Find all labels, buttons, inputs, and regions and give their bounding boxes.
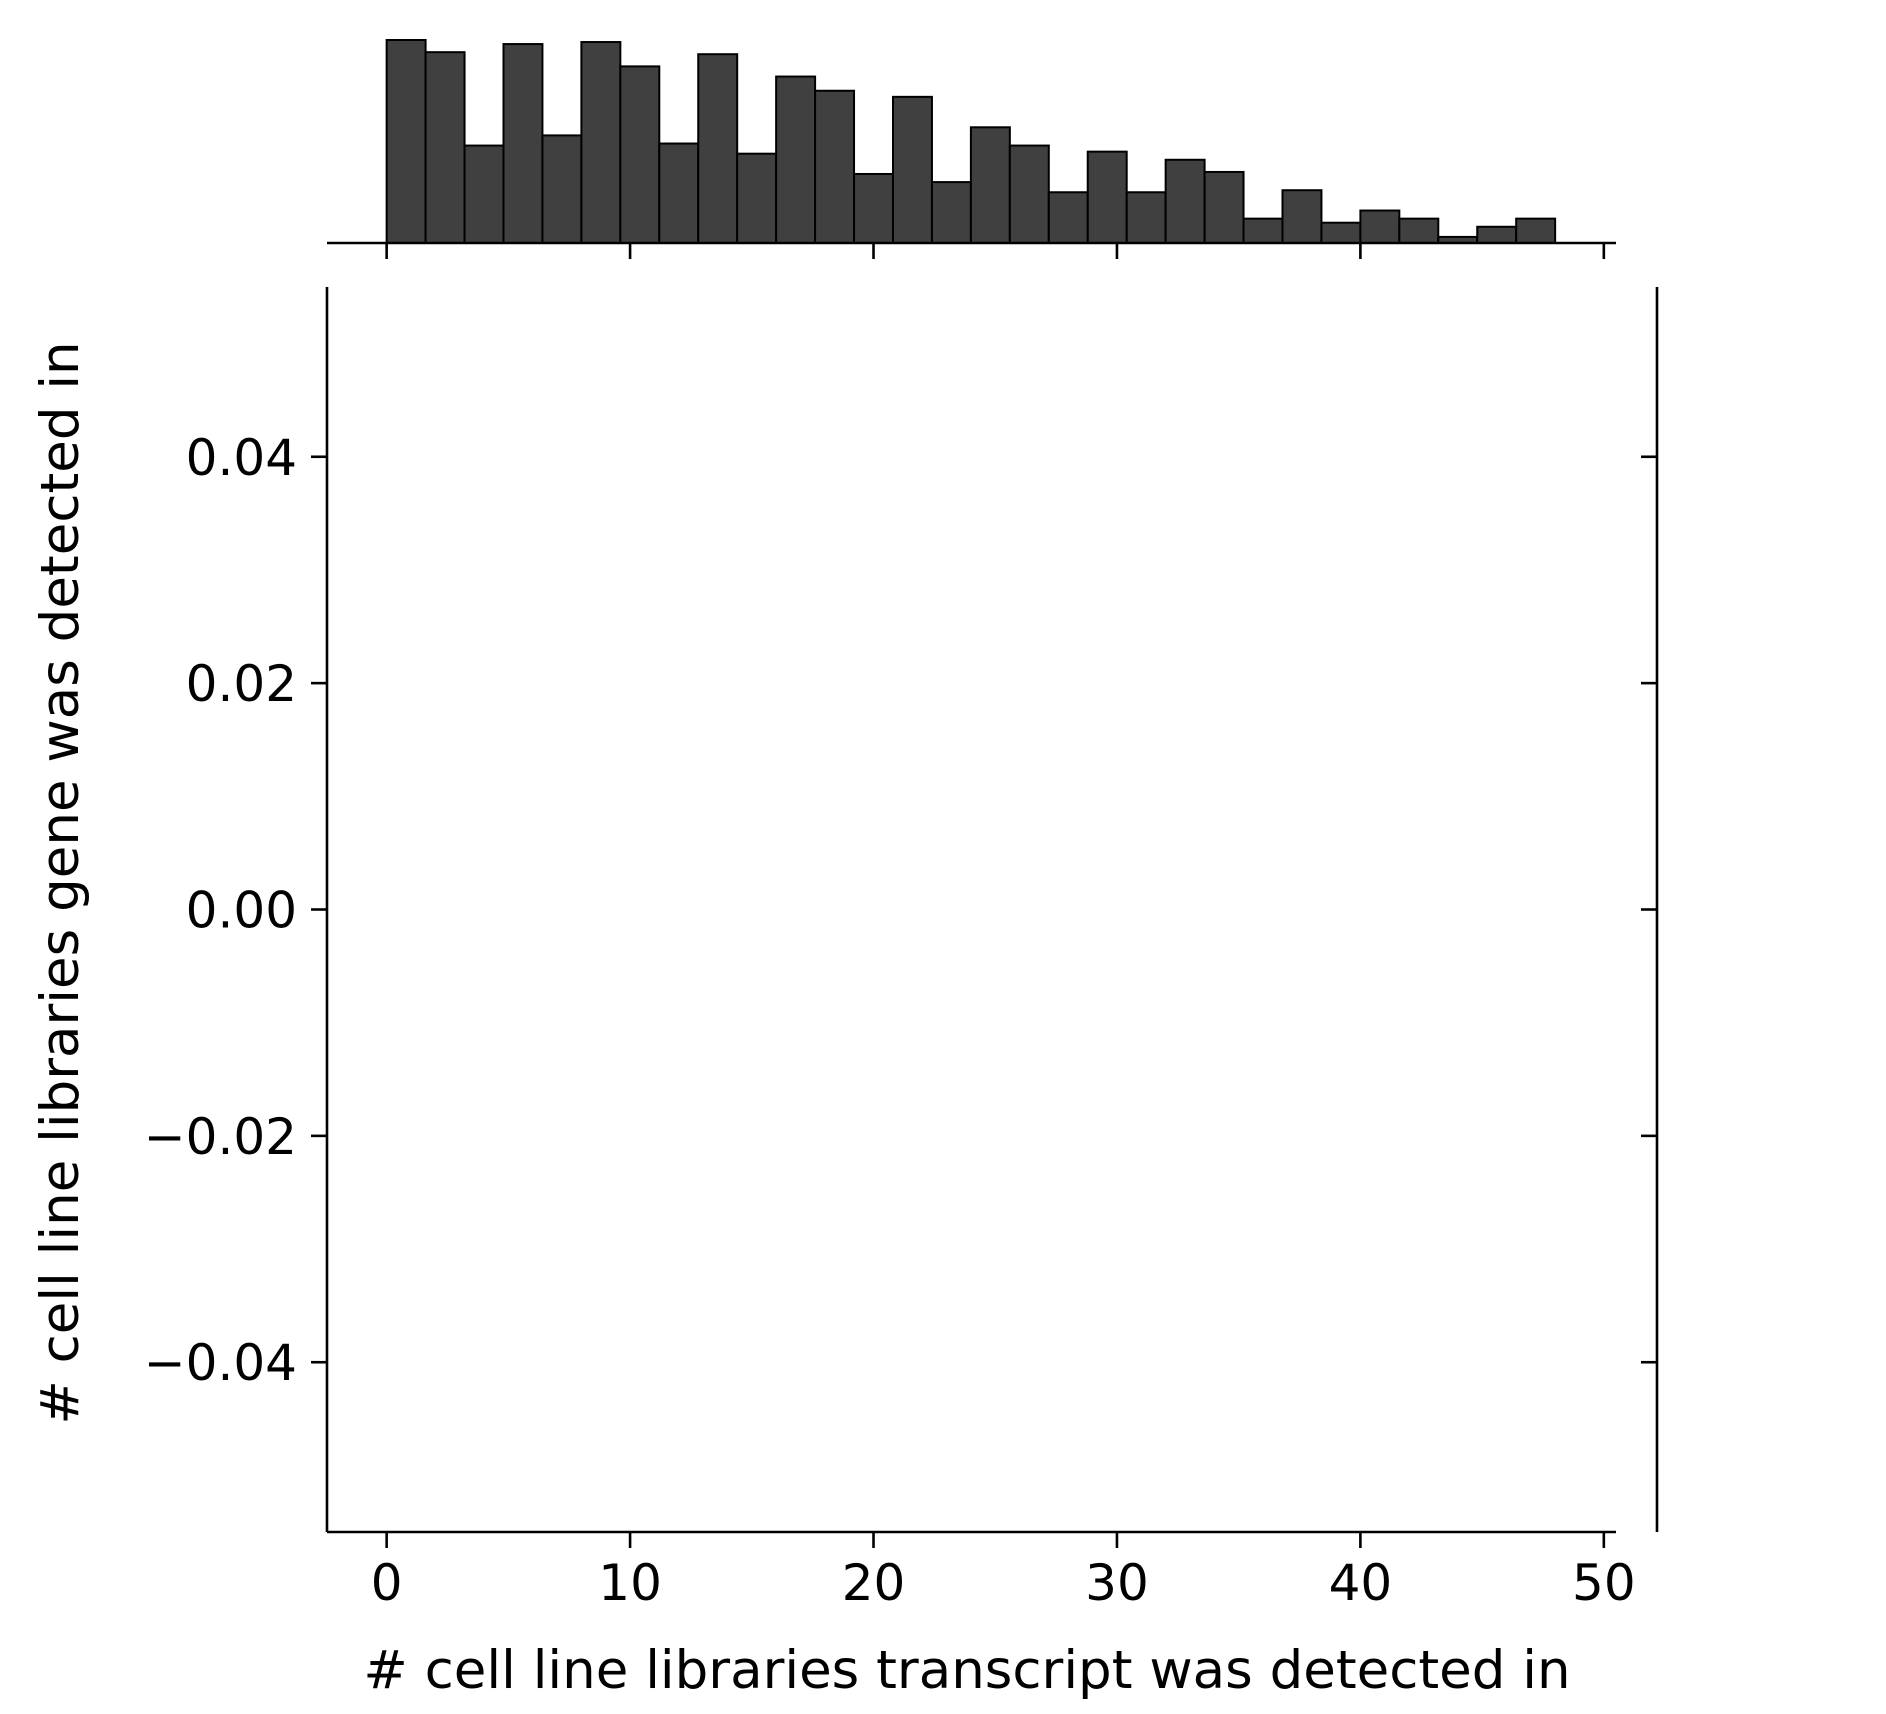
histogram-bar	[1164, 158, 1206, 245]
histogram-bar	[1125, 191, 1167, 244]
histogram-bar	[930, 181, 972, 245]
x-tick-label: 40	[1329, 1554, 1393, 1612]
x-tick-label: 30	[1085, 1554, 1149, 1612]
histogram-bar	[1242, 217, 1284, 244]
y-tick-label: −0.04	[144, 1334, 297, 1392]
histogram-bar	[463, 144, 505, 244]
histogram-bar	[424, 51, 466, 245]
histogram-bar	[775, 75, 817, 245]
histogram-bar	[969, 126, 1011, 244]
histogram-bar	[1203, 170, 1245, 244]
histogram-bar	[853, 172, 894, 244]
histogram-bar	[385, 39, 427, 244]
x-tick-labels: 0 10 20 30 40 50	[371, 1554, 1636, 1612]
y-tick-label: −0.02	[144, 1108, 297, 1166]
y-tick-label: 0.02	[186, 655, 297, 713]
x-tick-label: 50	[1572, 1554, 1636, 1612]
histogram-bar	[658, 142, 700, 244]
x-tick-label: 10	[598, 1554, 662, 1612]
histogram-bar	[1359, 209, 1401, 245]
histogram-bar	[541, 134, 583, 244]
histogram-bar	[1320, 221, 1362, 244]
marginal-x-axis	[327, 241, 1616, 259]
histogram-bar	[697, 53, 739, 244]
y-axis-label: # cell line libraries gene was detected …	[30, 341, 91, 1424]
marginal-x-histogram	[385, 39, 1557, 245]
histogram-bar	[1086, 150, 1128, 244]
y-tick-label: 0.00	[186, 882, 297, 940]
x-tick-label: 20	[842, 1554, 906, 1612]
histogram-bar	[1008, 144, 1050, 244]
y-tick-labels: 0.04 0.02 0.00 −0.02 −0.04	[144, 429, 297, 1392]
histogram-bar	[1047, 191, 1089, 244]
y-tick-label: 0.04	[186, 429, 297, 487]
histogram-bar	[580, 41, 622, 244]
histogram-bar	[1515, 217, 1557, 244]
histogram-bar	[736, 152, 778, 244]
marginal-y-axis	[1641, 287, 1659, 1532]
main-plot-axes	[311, 287, 1616, 1548]
histogram-bar	[502, 43, 544, 245]
histogram-bar	[1281, 189, 1323, 244]
histogram-bar	[1476, 225, 1518, 244]
histogram-bar	[1398, 217, 1440, 244]
histogram-bar	[619, 65, 661, 244]
histogram-bar	[891, 95, 933, 244]
x-tick-label: 0	[371, 1554, 403, 1612]
x-axis-label: # cell line libraries transcript was det…	[363, 1640, 1570, 1701]
histogram-bar	[814, 89, 856, 244]
